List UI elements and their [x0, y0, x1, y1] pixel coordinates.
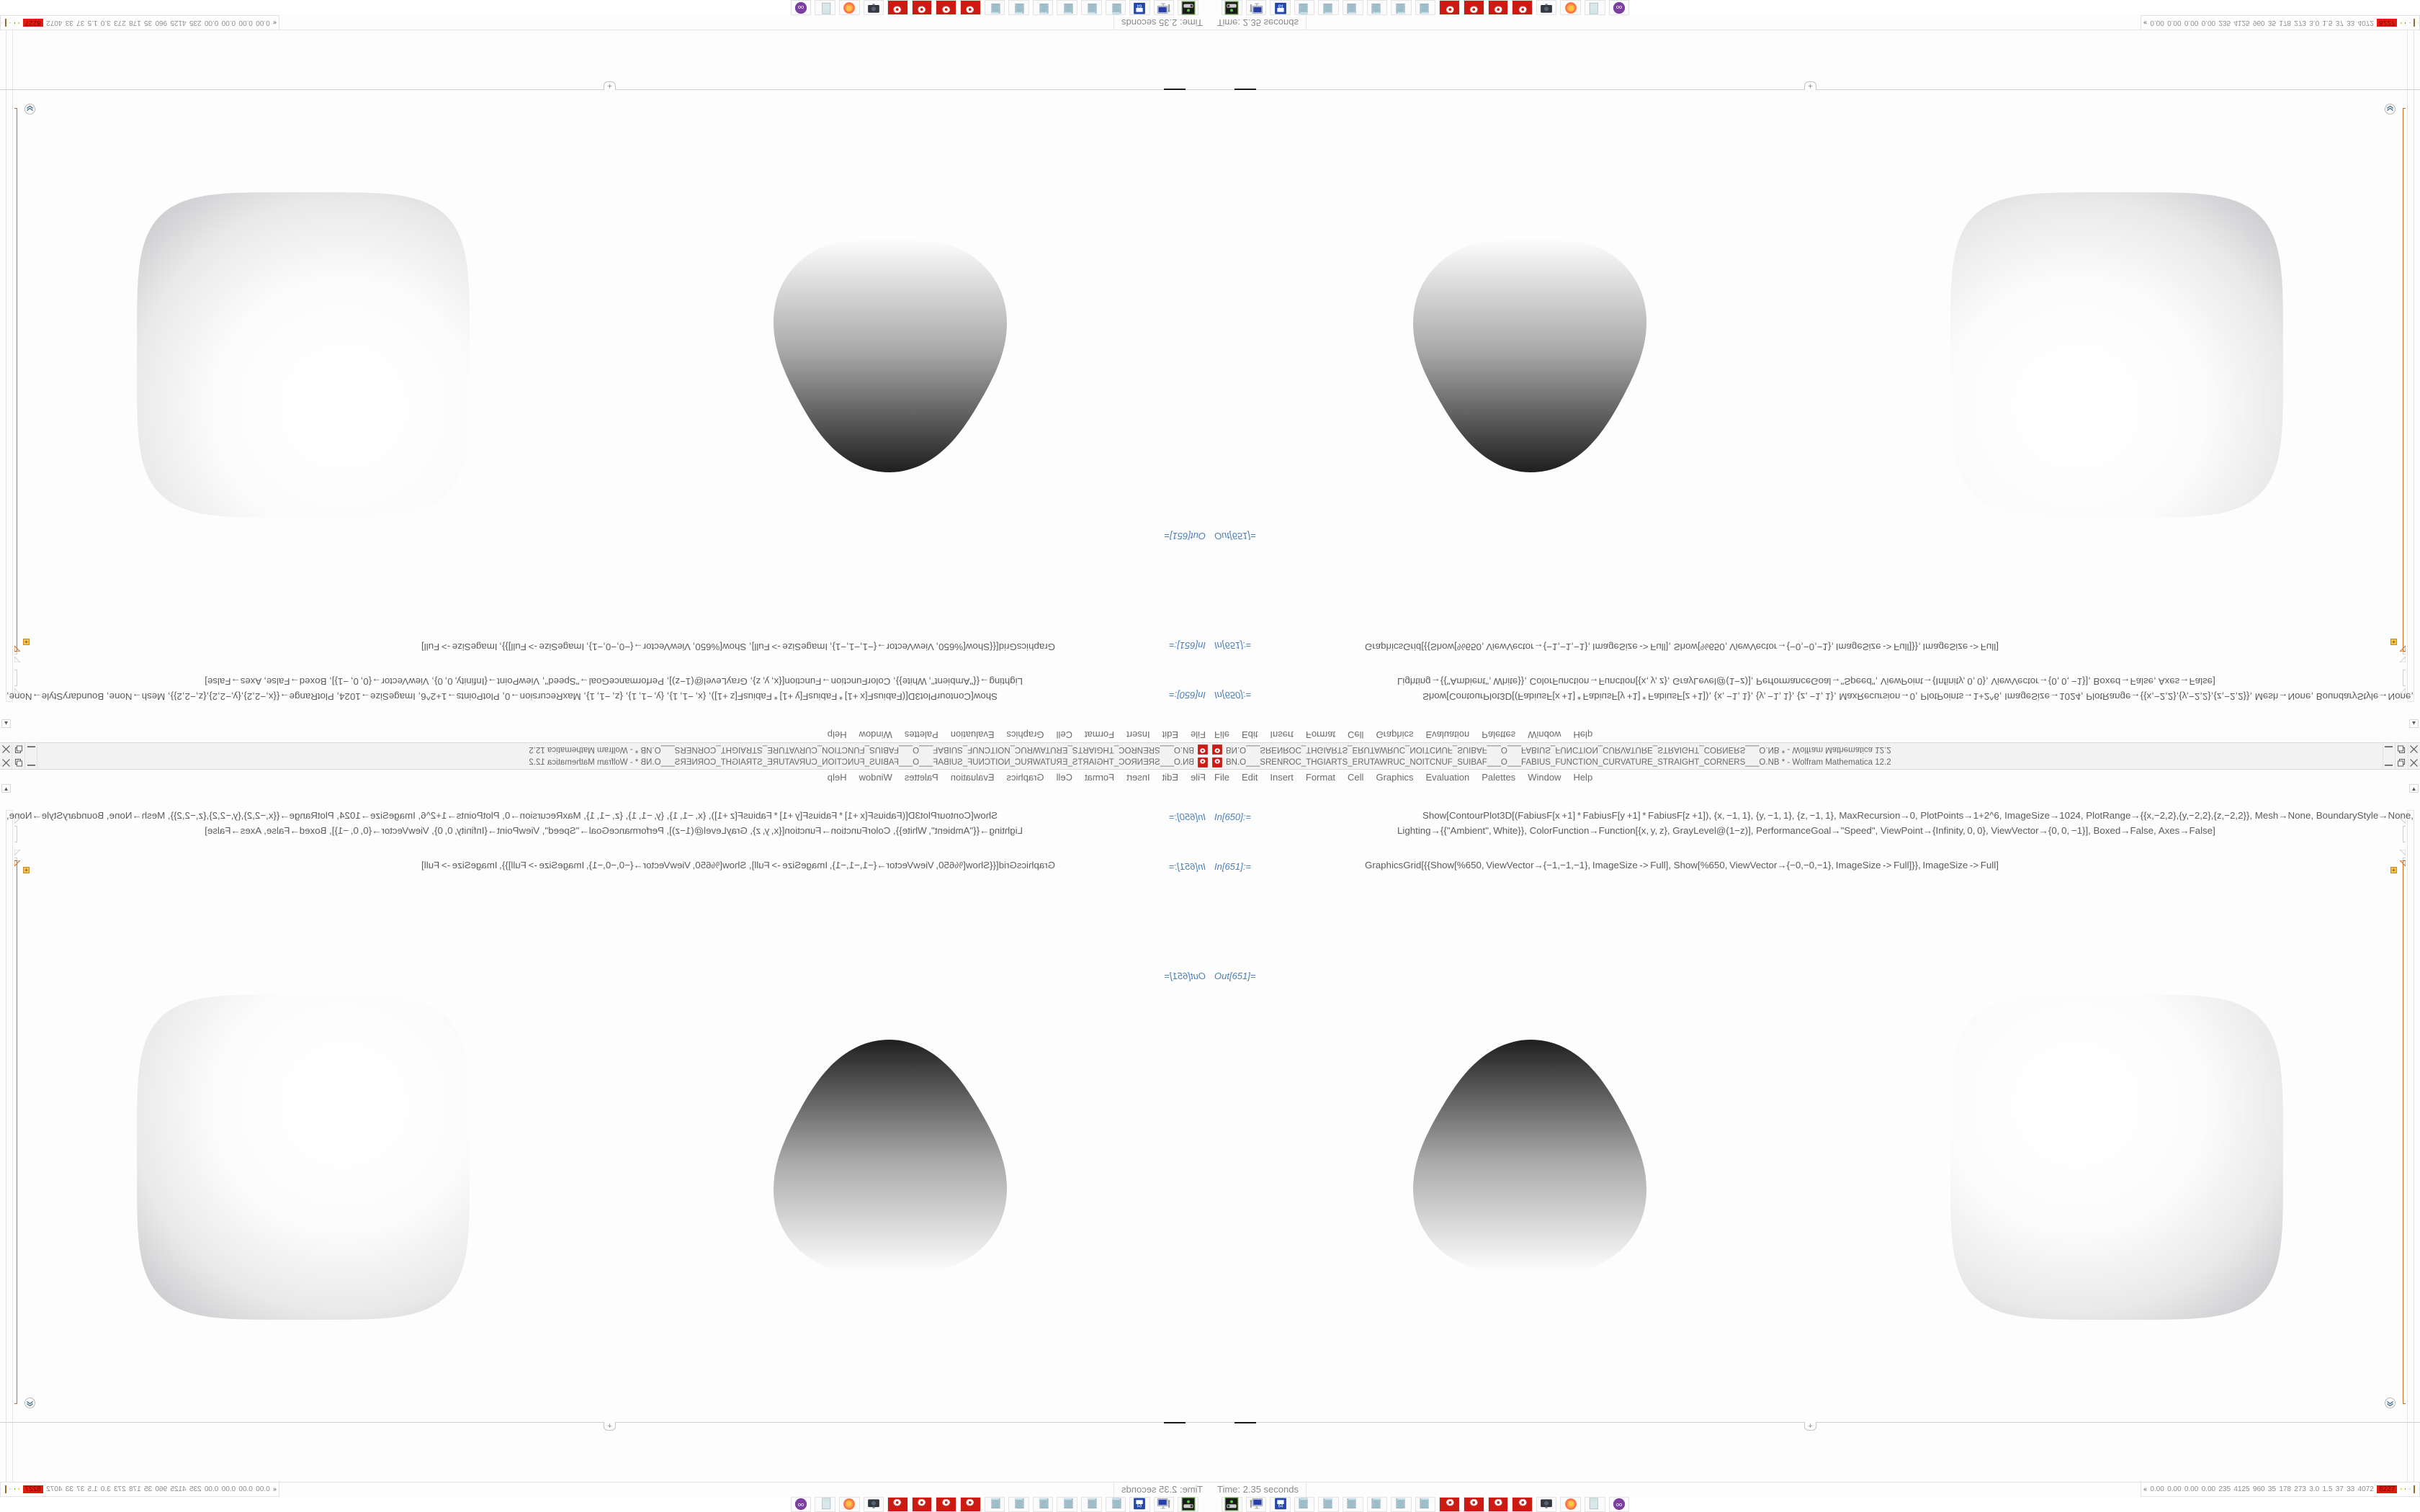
svg-text:oo: oo [1616, 4, 1622, 11]
svg-text:64: 64 [1137, 3, 1142, 7]
svg-text:64: 64 [1278, 1505, 1283, 1509]
svg-text:64: 64 [1137, 1505, 1142, 1509]
svg-text:oo: oo [1616, 1501, 1622, 1508]
svg-text:oo: oo [798, 4, 804, 11]
svg-text:oo: oo [798, 1501, 804, 1508]
svg-text:64: 64 [1278, 3, 1283, 7]
